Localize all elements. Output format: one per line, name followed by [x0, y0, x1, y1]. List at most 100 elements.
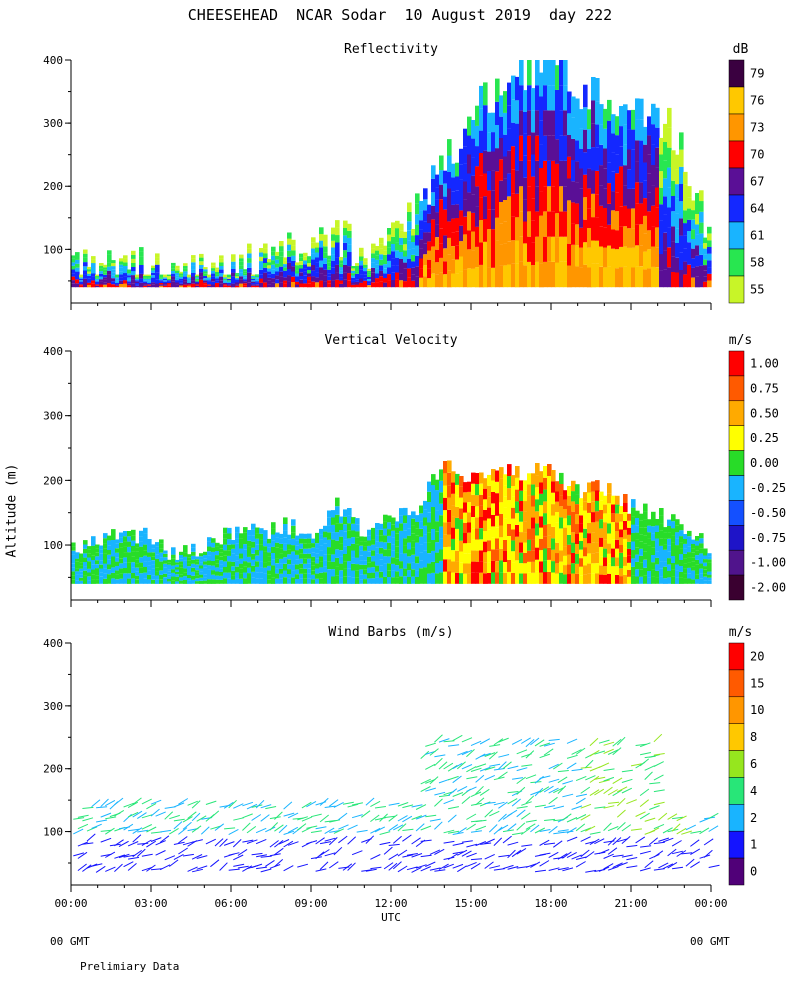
colorbar-label: 58 [750, 256, 764, 270]
colorbar-swatch [728, 696, 745, 724]
y-tick-label: 300 [43, 700, 63, 713]
footer-start-time: 00 GMT [50, 935, 90, 948]
colorbar-label: 0 [750, 865, 757, 879]
colorbar-swatch [728, 669, 745, 698]
colorbar-swatch [728, 275, 745, 304]
page-title: CHEESEHEAD NCAR Sodar 10 August 2019 day… [187, 6, 613, 24]
colorbar-label: 67 [750, 175, 764, 189]
y-tick-label: 200 [43, 763, 63, 776]
colorbar-label: 70 [750, 148, 764, 162]
y-tick-label: 400 [43, 637, 63, 650]
colorbar-swatch [728, 500, 745, 526]
colorbar-swatch [728, 804, 745, 832]
colorbar-label: 10 [750, 703, 764, 717]
plot-area [71, 460, 712, 584]
footer-note: Prelimiary Data [80, 960, 180, 973]
colorbar-swatch [728, 450, 745, 476]
colorbar-label: 6 [750, 757, 757, 771]
y-tick-label: 100 [43, 539, 63, 552]
colorbar-label: 76 [750, 94, 764, 108]
colorbar-swatch [728, 723, 745, 751]
colorbar-label: -2.00 [750, 581, 786, 595]
y-tick-label: 200 [43, 474, 63, 487]
colorbar-swatch [728, 425, 745, 451]
colorbar-swatch [728, 642, 745, 671]
y-tick-label: 300 [43, 410, 63, 423]
x-tick-label: 00:00 [694, 897, 727, 910]
x-tick-label: 18:00 [534, 897, 567, 910]
colorbar-swatch [728, 574, 745, 601]
x-tick-label: 06:00 [214, 897, 247, 910]
colorbar-unit: m/s [729, 333, 752, 348]
x-tick-label: 15:00 [454, 897, 487, 910]
colorbar-swatch [728, 194, 745, 223]
colorbar-swatch [728, 525, 745, 551]
colorbar-swatch [728, 830, 745, 859]
colorbar-label: 4 [750, 784, 757, 798]
axes: 100 200 300 400 [43, 345, 712, 607]
colorbar-swatch [728, 167, 745, 196]
colorbar-label: 55 [750, 283, 764, 297]
y-tick-label: 400 [43, 54, 63, 67]
colorbar-label: 0.50 [750, 406, 779, 420]
x-tick-label: 09:00 [294, 897, 327, 910]
y-tick-label: 200 [43, 180, 63, 193]
panel-title: Reflectivity [344, 42, 438, 57]
y-tick-label: 400 [43, 345, 63, 358]
colorbar-label: 61 [750, 229, 764, 243]
colorbar-label: 1 [750, 838, 757, 852]
y-tick-label: 100 [43, 826, 63, 839]
colorbar-swatch [728, 750, 745, 778]
colorbar-label: 8 [750, 730, 757, 744]
colorbar-label: 2 [750, 811, 757, 825]
colorbar-label: 79 [750, 67, 764, 81]
colorbar-unit: dB [733, 42, 749, 57]
x-tick-label: 00:00 [54, 897, 87, 910]
panel-2: Vertical Velocity 100 200 300 400 m/s 1.00 0.75… [43, 333, 786, 607]
colorbar-swatch [728, 59, 745, 88]
x-tick-label: 03:00 [134, 897, 167, 910]
colorbar-label: 0.25 [750, 431, 779, 445]
colorbar-label: 0.00 [750, 456, 779, 470]
colorbar-label: -1.00 [750, 556, 786, 570]
axes: 100 200 300 400 00:00 03:00 06:00 09:00 12:00 15:… [43, 637, 727, 924]
colorbar-swatch [728, 777, 745, 805]
colorbar-label: 1.00 [750, 356, 779, 370]
axes: 100 200 300 400 [43, 54, 712, 310]
colorbar-swatch [728, 549, 745, 576]
y-tick-label: 100 [43, 243, 63, 256]
colorbar-swatch [728, 400, 745, 426]
colorbar-label: -0.25 [750, 481, 786, 495]
colorbar-swatch [728, 375, 745, 402]
colorbar-swatch [728, 221, 745, 250]
colorbar-swatch [728, 113, 745, 142]
colorbar-swatch [728, 857, 745, 886]
panel-title: Wind Barbs (m/s) [328, 625, 453, 640]
plot-area [73, 733, 720, 873]
x-axis-label: UTC [381, 911, 401, 924]
colorbar-swatch [728, 475, 745, 501]
colorbar: m/s 1.00 0.75 0.50 0.25 0.00 -0.25 -0.50 -0.75 -1… [728, 333, 786, 601]
panel-title: Vertical Velocity [324, 333, 457, 348]
footer-end-time: 00 GMT [690, 935, 730, 948]
colorbar-label: 0.75 [750, 381, 779, 395]
colorbar-swatch [728, 86, 745, 115]
x-tick-label: 21:00 [614, 897, 647, 910]
colorbar-swatch [728, 350, 745, 377]
colorbar-swatch [728, 248, 745, 277]
colorbar-label: -0.50 [750, 506, 786, 520]
x-tick-label: 12:00 [374, 897, 407, 910]
colorbar-label: 73 [750, 121, 764, 135]
colorbar-label: 20 [750, 649, 764, 663]
colorbar-unit: m/s [729, 625, 752, 640]
colorbar-label: 64 [750, 202, 764, 216]
colorbar-label: -0.75 [750, 531, 786, 545]
y-tick-label: 300 [43, 117, 63, 130]
plot-area [71, 60, 712, 288]
colorbar-label: 15 [750, 676, 764, 690]
